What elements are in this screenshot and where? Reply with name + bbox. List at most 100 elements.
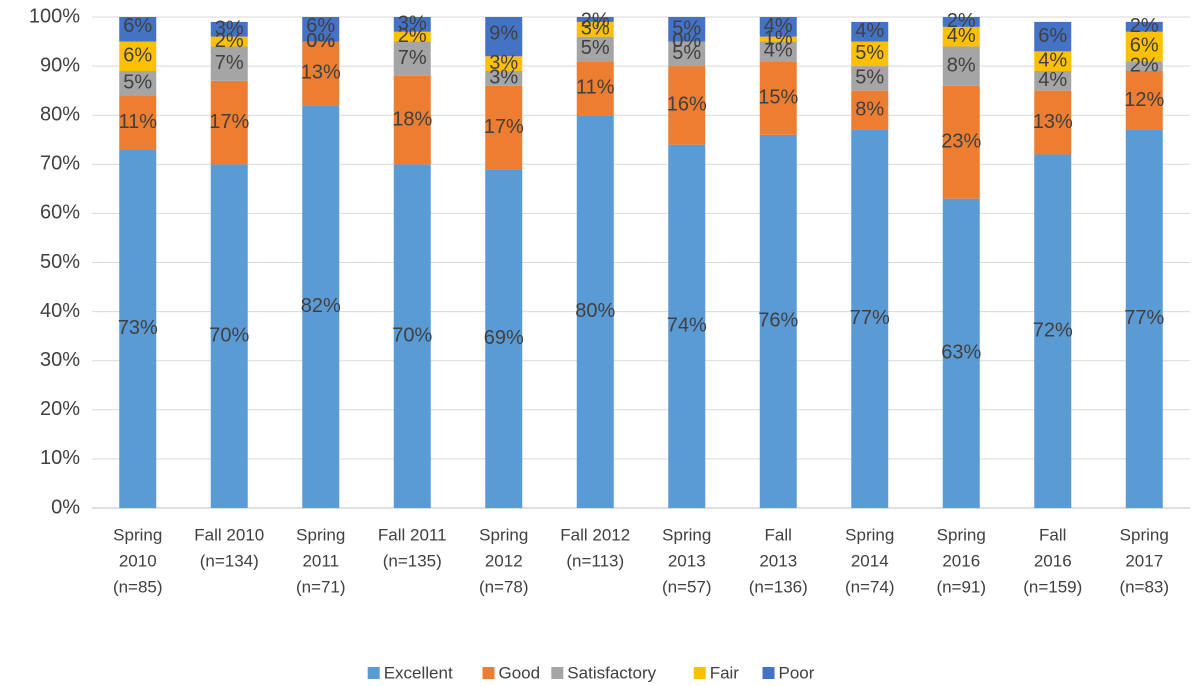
- grid: [92, 16, 1190, 509]
- data-label: 76%: [758, 310, 798, 332]
- y-tick-label: 60%: [40, 202, 80, 224]
- legend-swatch: [551, 667, 564, 679]
- data-label: 70%: [209, 324, 249, 346]
- x-tick-label: Fall: [765, 525, 792, 544]
- x-tick-label: Fall 2010: [194, 525, 264, 544]
- y-tick-label: 100%: [29, 5, 80, 27]
- bar-segment: [119, 95, 157, 150]
- bar-segment: [210, 80, 248, 165]
- data-label: 2%: [215, 30, 244, 52]
- x-tick-label: (n=78): [479, 577, 529, 596]
- x-tick-label: Fall 2011: [378, 525, 447, 544]
- bar-segment: [1034, 71, 1072, 91]
- x-tick-label: (n=135): [383, 551, 442, 570]
- x-tick-label: 2016: [942, 551, 980, 570]
- y-tick-label: 10%: [40, 447, 80, 469]
- data-label: 2%: [947, 10, 976, 32]
- bar-segment: [1034, 21, 1072, 52]
- bar-segment: [1034, 154, 1072, 508]
- x-tick-label: (n=91): [936, 577, 986, 596]
- bar-segment: [942, 198, 980, 508]
- labels: 0% 10% 20% 30% 40% 50% 60% 70% 80% 90% 100% 73% 11% 5…: [29, 5, 1169, 682]
- data-label: 23%: [941, 130, 981, 152]
- data-label: 5%: [672, 18, 701, 40]
- data-label: 80%: [575, 300, 615, 322]
- bar-segment: [210, 46, 248, 81]
- x-tick-label: Spring: [937, 525, 986, 544]
- bar-segment: [119, 17, 157, 42]
- x-tick-label: (n=134): [200, 551, 259, 570]
- data-label: 5%: [855, 67, 884, 89]
- data-label: 3%: [489, 67, 518, 89]
- bar-segment: [1125, 31, 1163, 62]
- bar-segment: [851, 90, 889, 130]
- x-tick-label: 2012: [485, 551, 523, 570]
- legend-swatch: [367, 667, 380, 679]
- data-label: 11%: [118, 111, 157, 133]
- bar-segment: [1034, 90, 1072, 155]
- bar-segment: [485, 85, 523, 170]
- bar-segment: [485, 169, 523, 508]
- data-label: 3%: [398, 13, 427, 35]
- data-label: 17%: [209, 111, 249, 133]
- bar-segment: [485, 17, 523, 57]
- data-label: 8%: [855, 99, 884, 121]
- bar-segment: [668, 17, 706, 42]
- bar-segment: [668, 41, 706, 67]
- bar-segment: [393, 75, 431, 165]
- data-label: 74%: [667, 315, 707, 337]
- x-tick-label: 2014: [851, 551, 889, 570]
- x-tick-label: (n=83): [1119, 577, 1169, 596]
- y-tick-label: 70%: [40, 153, 80, 175]
- bar-segment: [210, 164, 248, 508]
- data-label: 6%: [123, 45, 152, 67]
- bar-segment: [302, 105, 340, 508]
- x-tick-label: 2017: [1125, 551, 1163, 570]
- legend-label: Good: [499, 663, 541, 682]
- data-label: 2%: [398, 25, 427, 47]
- y-tick-label: 20%: [40, 398, 80, 420]
- data-label: 7%: [215, 52, 244, 74]
- bar-segment: [119, 149, 157, 508]
- data-label: 1%: [764, 27, 793, 49]
- legend-label: Excellent: [384, 663, 453, 682]
- x-tick-label: Spring: [296, 525, 345, 544]
- bar-segment: [759, 41, 797, 62]
- data-label: 5%: [581, 37, 610, 59]
- data-label: 0%: [672, 30, 701, 52]
- bar-segment: [576, 36, 614, 62]
- legend-label: Fair: [710, 663, 740, 682]
- data-label: 13%: [1033, 111, 1073, 133]
- data-label: 82%: [301, 295, 341, 317]
- x-tick-label: (n=113): [566, 551, 624, 570]
- x-tick-label: 2013: [668, 551, 706, 570]
- bar-segment: [1034, 51, 1072, 72]
- bar-segment: [668, 66, 706, 145]
- data-label: 16%: [667, 94, 707, 116]
- data-label: 0%: [306, 30, 335, 52]
- bar-segment: [485, 56, 523, 72]
- legend-label: Satisfactory: [567, 663, 656, 682]
- data-label: 6%: [306, 15, 335, 37]
- data-label: 17%: [484, 116, 524, 138]
- x-tick-label: Fall: [1039, 525, 1066, 544]
- data-label: 15%: [758, 86, 798, 108]
- x-tick-label: (n=57): [662, 577, 712, 596]
- x-tick-label: (n=74): [845, 577, 895, 596]
- bar-segment: [851, 66, 889, 91]
- x-tick-label: Spring: [662, 525, 711, 544]
- x-tick-label: (n=136): [749, 577, 808, 596]
- bar-segment: [576, 17, 614, 22]
- x-tick-label: Spring: [845, 525, 894, 544]
- data-label: 6%: [1130, 35, 1159, 57]
- data-label: 3%: [581, 18, 610, 40]
- data-label: 3%: [489, 52, 518, 74]
- bar-segment: [393, 41, 431, 76]
- data-label: 11%: [576, 76, 615, 98]
- bar-segment: [942, 17, 980, 27]
- bar-segment: [210, 36, 248, 47]
- bar-segment: [119, 41, 157, 72]
- bar-segment: [851, 129, 889, 508]
- bar-segment: [576, 115, 614, 508]
